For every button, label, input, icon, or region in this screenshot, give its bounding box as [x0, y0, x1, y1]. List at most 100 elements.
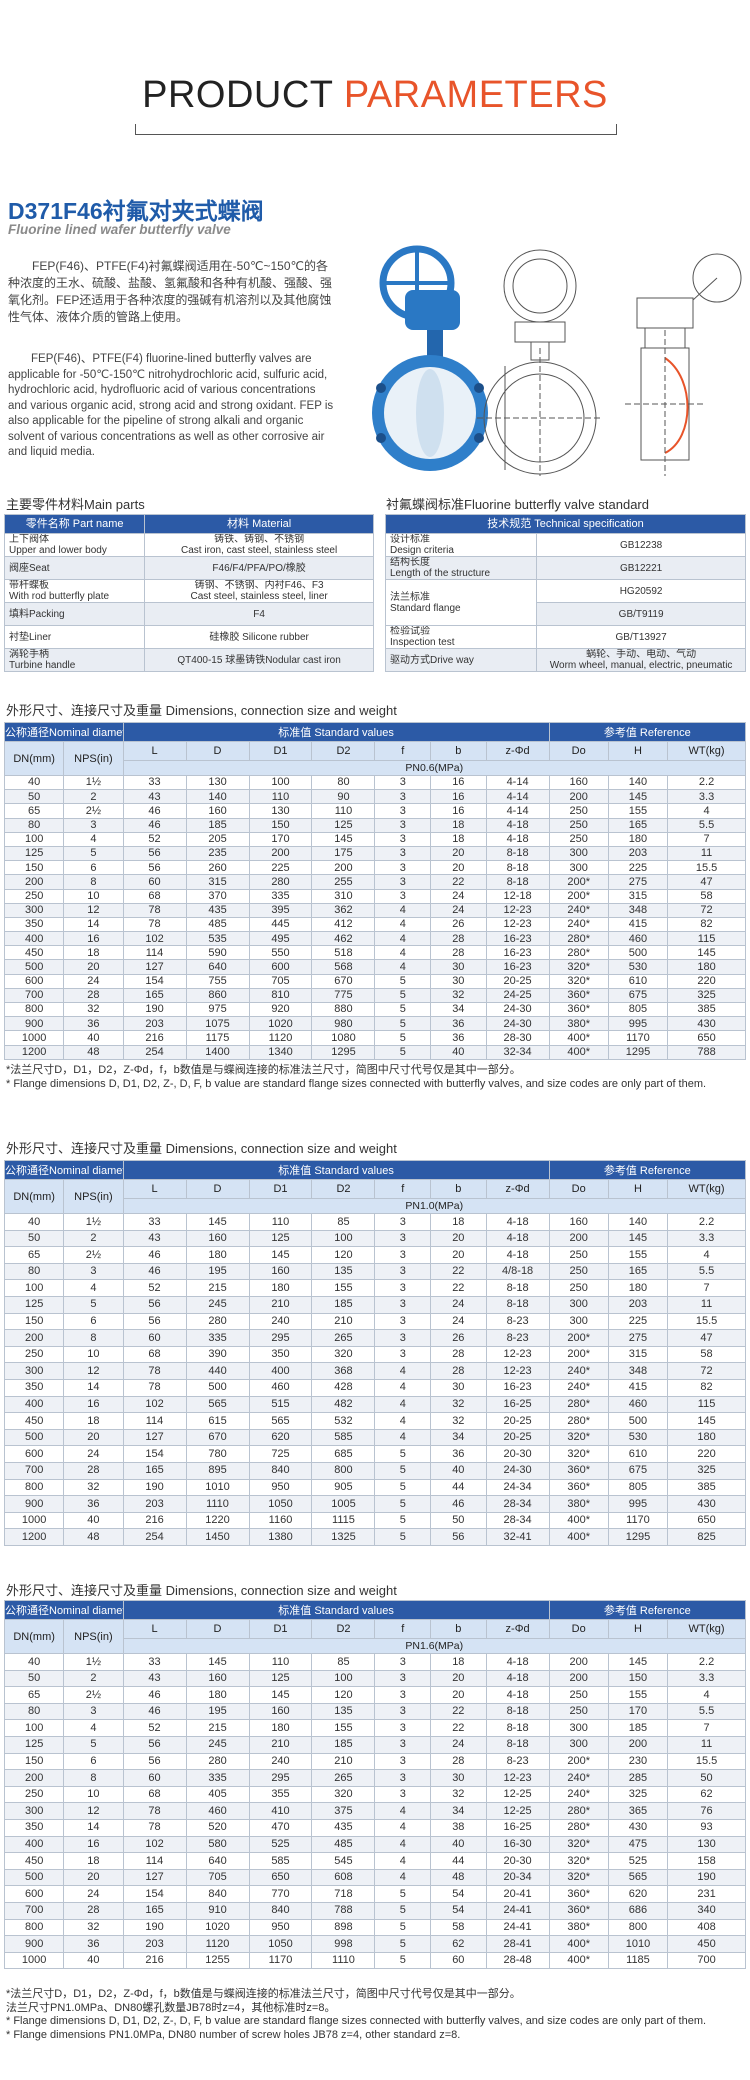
table-cell: 500: [607, 1412, 669, 1430]
table-cell: 675: [607, 1461, 669, 1480]
table-row: 250 10 68 405 355 320 3 32 12-25 240* 325 62: [3, 1785, 746, 1804]
table-cell: 5.5: [667, 1702, 746, 1721]
table-cell: 600: [3, 1445, 65, 1463]
table-cell: 780: [185, 1445, 250, 1463]
table-cell: 20-30: [485, 1852, 550, 1870]
table-row: 300 12 78 435 395 362 4 24 12-23 240* 348 72: [3, 902, 746, 918]
pressure-row: PN1.6(MPa): [5, 1638, 747, 1654]
table-cell: 203: [607, 1295, 669, 1314]
table-cell: 320: [311, 1345, 376, 1364]
table-cell: 1020: [185, 1918, 250, 1937]
table-cell: 670: [311, 973, 376, 989]
table-cell: 20-41: [485, 1885, 550, 1903]
table-cell: 54: [430, 1901, 487, 1920]
table-cell: 335: [248, 888, 313, 904]
table-cell: 190: [122, 1001, 187, 1018]
table-cell: 905: [311, 1478, 376, 1497]
table-cell: 12: [63, 902, 124, 918]
table-cell: 4: [63, 831, 124, 847]
table-cell: 5: [374, 987, 432, 1004]
column-header: D2: [311, 741, 376, 761]
table-cell: 325: [667, 1461, 746, 1480]
table-cell: 16-30: [485, 1835, 550, 1854]
table-cell: 1295: [607, 1528, 669, 1546]
section-title: 外形尺寸、连接尺寸及重量 Dimensions, connection size…: [6, 1583, 397, 1598]
table-row: 350 14 78 485 445 412 4 26 12-23 240* 415 82: [3, 916, 746, 933]
table-row: 800 32 190 975 920 880 5 34 24-30 360* 805 385: [3, 1001, 746, 1018]
table-cell: 280: [248, 874, 313, 890]
table-cell: 155: [311, 1279, 376, 1297]
table-row: 1000 40 216 1220 1160 1115 5 50 28-34 400* 1170 650: [3, 1511, 746, 1530]
table-cell: 430: [667, 1016, 746, 1032]
table-cell: 180: [248, 1719, 313, 1737]
table-cell: 68: [122, 1345, 187, 1364]
table-cell: 40: [3, 1213, 65, 1231]
table-cell: 1170: [607, 1511, 669, 1530]
table-cell: 525: [607, 1852, 669, 1870]
table-cell: 500: [3, 959, 65, 975]
table-cell: 5: [374, 1885, 432, 1903]
table-cell: 400*: [548, 1044, 609, 1060]
table-cell: 200*: [548, 1345, 609, 1364]
table-cell: 48: [430, 1868, 487, 1887]
table-cell: 254: [122, 1528, 187, 1546]
table-cell: 120: [311, 1246, 376, 1264]
table-cell: 3: [374, 1719, 432, 1737]
table-cell: 4-18: [485, 817, 550, 833]
table-cell: 4-14: [485, 789, 550, 805]
table-cell: 405: [185, 1785, 250, 1804]
table-cell: 3: [374, 845, 432, 862]
column-header: H: [607, 1179, 669, 1199]
table-cell: 3: [374, 1669, 432, 1688]
table-cell: 150: [248, 817, 313, 833]
table-cell: 44: [430, 1478, 487, 1497]
table-cell: 200*: [548, 888, 609, 904]
table-row: 200 8 60 335 295 265 3 26 8-23 200* 275 47: [3, 1329, 746, 1347]
table-cell: F46/F4/PFA/PO/橡胶: [144, 556, 374, 580]
table-cell: 18: [430, 817, 487, 833]
table-cell: 3: [374, 1279, 432, 1297]
table-cell: 530: [607, 959, 669, 975]
cell-line: 涡轮手柄: [9, 649, 49, 661]
table-row: 450 18 114 615 565 532 4 32 20-25 280* 500 145: [3, 1412, 746, 1430]
table-cell: 5: [63, 1735, 124, 1754]
table-cell: 280*: [548, 945, 609, 961]
table-row: 600 24 154 755 705 670 5 30 20-25 320* 610 220: [3, 973, 746, 989]
table-cell: 20: [63, 1868, 124, 1887]
table-cell: 52: [122, 1719, 187, 1737]
table-row: 400 16 102 535 495 462 4 28 16-23 280* 460 115: [3, 931, 746, 947]
table-row: 500 20 127 640 600 568 4 30 16-23 320* 530 180: [3, 959, 746, 975]
table-cell: 20: [63, 959, 124, 975]
table-cell: 185: [607, 1719, 669, 1737]
group-header: 标准值 Standard values: [122, 1160, 550, 1180]
spec-value: GB12221: [536, 556, 746, 580]
table-cell: 12: [63, 1802, 124, 1820]
table-cell: 24-41: [485, 1901, 550, 1920]
column-header: L: [122, 741, 187, 761]
table-cell: 30: [430, 973, 487, 989]
table-cell: 20: [430, 1246, 487, 1264]
table-cell: 600: [248, 959, 313, 975]
table-cell: 24: [430, 1735, 487, 1754]
table-cell: 650: [667, 1030, 746, 1046]
table-cell: 16: [430, 789, 487, 805]
table-cell: 7: [667, 1279, 746, 1297]
table-cell: 320*: [548, 959, 609, 975]
table-cell: 18: [63, 945, 124, 961]
table-cell: 5: [374, 1951, 432, 1970]
table-cell: 1200: [3, 1528, 65, 1546]
table-cell: 200: [248, 845, 313, 862]
table-cell: 56: [122, 1735, 187, 1754]
table-cell: 4: [374, 1852, 432, 1870]
table-cell: 145: [667, 1412, 746, 1430]
table-cell: 975: [185, 1001, 250, 1018]
table-cell: 608: [311, 1868, 376, 1887]
table-cell: 20: [430, 1229, 487, 1248]
cell-line: 设计标准: [390, 534, 430, 546]
table-cell: 1½: [63, 1213, 124, 1231]
table-cell: 114: [122, 1412, 187, 1430]
column-header: WT(kg): [667, 741, 746, 761]
valve-drawing: [477, 249, 742, 476]
table-cell: 445: [248, 916, 313, 933]
table-cell: 230: [607, 1752, 669, 1771]
